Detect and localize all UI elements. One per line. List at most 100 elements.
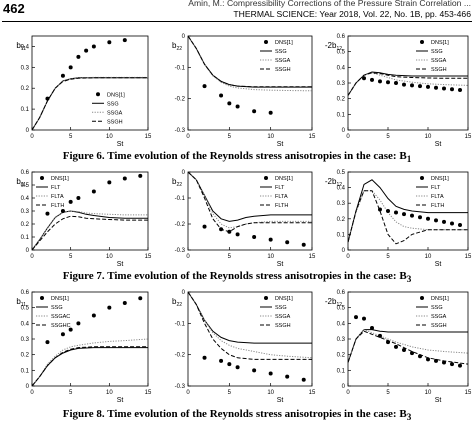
x-tick-label: 0 bbox=[186, 134, 190, 140]
x-tick-label: 15 bbox=[465, 254, 472, 260]
y-tick-label: 0 bbox=[26, 384, 30, 390]
chart-fig6-b12: 0 5 10 15 0 0.1 0.2 0.3 0.4 0.5 0.6 St -2b12 DNS[1] SS… bbox=[325, 34, 472, 148]
dns-data-point bbox=[450, 362, 454, 367]
y-tick-label: 0.3 bbox=[21, 65, 30, 71]
x-tick-label: 10 bbox=[425, 134, 432, 140]
y-axis-label: b11 bbox=[16, 41, 26, 52]
y-tick-label: 0 bbox=[342, 128, 346, 134]
y-tick-label: 0.4 bbox=[21, 196, 30, 202]
y-tick-label: 0.6 bbox=[21, 290, 30, 296]
x-tick-label: 15 bbox=[145, 134, 152, 140]
dns-data-point bbox=[68, 65, 73, 70]
y-tick-label: 0.3 bbox=[337, 81, 346, 87]
series-line-flt bbox=[31, 210, 148, 251]
x-tick-label: 0 bbox=[186, 390, 190, 396]
legend-label-dns: DNS[1] bbox=[51, 176, 69, 182]
dns-data-point bbox=[394, 210, 398, 215]
legend-label-ssgh: SSGH bbox=[107, 119, 123, 125]
x-axis-label: St bbox=[277, 261, 284, 268]
header-rule bbox=[2, 21, 472, 22]
dns-data-point bbox=[301, 242, 306, 247]
legend-label-dns: DNS[1] bbox=[275, 40, 293, 46]
dns-data-point bbox=[378, 79, 382, 84]
y-tick-label: 0.1 bbox=[21, 107, 30, 113]
dns-data-point bbox=[60, 332, 65, 337]
x-tick-label: 15 bbox=[309, 254, 316, 260]
dns-data-point bbox=[402, 82, 406, 87]
legend-marker-dns bbox=[40, 176, 44, 180]
dns-data-point bbox=[394, 344, 398, 349]
dns-data-point bbox=[227, 229, 232, 234]
dns-data-point bbox=[122, 176, 127, 181]
dns-data-point bbox=[434, 358, 438, 363]
plot-frame bbox=[31, 291, 149, 387]
dns-data-point bbox=[252, 368, 257, 373]
series-line-ssg bbox=[347, 71, 468, 96]
legend-label-ssghc: SSGHC bbox=[51, 323, 71, 329]
series-line-ssghc bbox=[31, 346, 148, 387]
page-number: 462 bbox=[3, 1, 25, 16]
dns-data-point bbox=[426, 357, 430, 362]
x-axis-label: St bbox=[117, 397, 124, 404]
legend-label-dns: DNS[1] bbox=[51, 296, 69, 302]
legend-label-ssgac: SSGAC bbox=[51, 314, 70, 320]
x-tick-label: 15 bbox=[145, 390, 152, 396]
chart-fig8-b12: 0 5 10 15 0 0.1 0.2 0.3 0.4 0.5 0.6 St -2b12 DNS[1] SS… bbox=[325, 290, 472, 404]
dns-data-point bbox=[402, 212, 406, 217]
y-axis-label: b22 bbox=[172, 177, 182, 188]
y-tick-label: -0.1 bbox=[175, 65, 186, 71]
series-line-ssga bbox=[347, 329, 469, 363]
legend-marker-dns bbox=[40, 296, 44, 300]
series-line-ssga bbox=[347, 72, 469, 96]
series-line-flt bbox=[347, 179, 468, 243]
y-tick-label: 0.5 bbox=[337, 50, 346, 56]
y-tick-label: 0.5 bbox=[337, 170, 346, 176]
dns-data-point bbox=[219, 358, 224, 363]
legend-label-dns: DNS[1] bbox=[431, 40, 449, 46]
x-tick-label: 0 bbox=[30, 254, 34, 260]
legend-label-flt: FLT bbox=[275, 185, 285, 191]
figure-6-caption: Figure 6. Time evolution of the Reynolds… bbox=[62, 150, 412, 165]
legend-marker-dns bbox=[264, 296, 268, 300]
dns-data-point bbox=[84, 48, 89, 53]
y-tick-label: 0.6 bbox=[337, 34, 346, 40]
dns-data-point bbox=[45, 211, 50, 216]
chart-fig7-b11: 0 5 10 15 0 0.1 0.2 0.3 0.4 0.5 0.6 St b11 DNS[1] FLT F… bbox=[16, 170, 152, 268]
dns-data-point bbox=[219, 93, 224, 98]
legend-label-flth: FLTH bbox=[275, 203, 288, 209]
y-tick-label: 0.3 bbox=[337, 337, 346, 343]
y-tick-label: 0.1 bbox=[337, 368, 346, 374]
dns-data-point bbox=[138, 296, 143, 301]
dns-data-point bbox=[227, 362, 232, 367]
dns-data-point bbox=[252, 235, 257, 239]
legend: DNS[1] SSG SSGA SSGH bbox=[416, 40, 449, 73]
series-line-ssga bbox=[187, 35, 313, 92]
dns-data-point bbox=[268, 371, 273, 376]
dns-data-point bbox=[434, 218, 438, 223]
dns-data-point bbox=[227, 101, 232, 106]
y-axis-label: -2b12 bbox=[325, 177, 342, 188]
legend-marker-dns bbox=[420, 176, 424, 180]
dns-data-point bbox=[386, 209, 390, 213]
legend-marker-dns bbox=[96, 92, 100, 97]
x-tick-label: 15 bbox=[465, 134, 472, 140]
x-tick-label: 5 bbox=[69, 390, 73, 396]
dns-data-point bbox=[362, 316, 366, 321]
x-tick-label: 0 bbox=[346, 390, 350, 396]
dns-data-point bbox=[402, 347, 406, 352]
x-tick-label: 0 bbox=[186, 254, 190, 260]
series-line-ssg bbox=[187, 291, 312, 344]
legend-marker-dns bbox=[264, 176, 268, 180]
dns-data-point bbox=[301, 377, 306, 382]
x-axis-label: St bbox=[277, 397, 284, 404]
y-tick-label: 0 bbox=[342, 248, 346, 254]
y-tick-label: 0.1 bbox=[337, 112, 346, 118]
y-tick-label: 0.2 bbox=[21, 86, 30, 92]
dns-data-point bbox=[458, 223, 462, 228]
legend-label-dns: DNS[1] bbox=[275, 296, 293, 302]
dns-data-point bbox=[107, 40, 112, 45]
x-tick-label: 15 bbox=[309, 390, 316, 396]
y-tick-label: 0.6 bbox=[21, 170, 30, 176]
legend-label-ssga: SSGA bbox=[107, 110, 123, 116]
figure-7-caption: Figure 7. Time evolution of the Reynolds… bbox=[62, 270, 412, 285]
